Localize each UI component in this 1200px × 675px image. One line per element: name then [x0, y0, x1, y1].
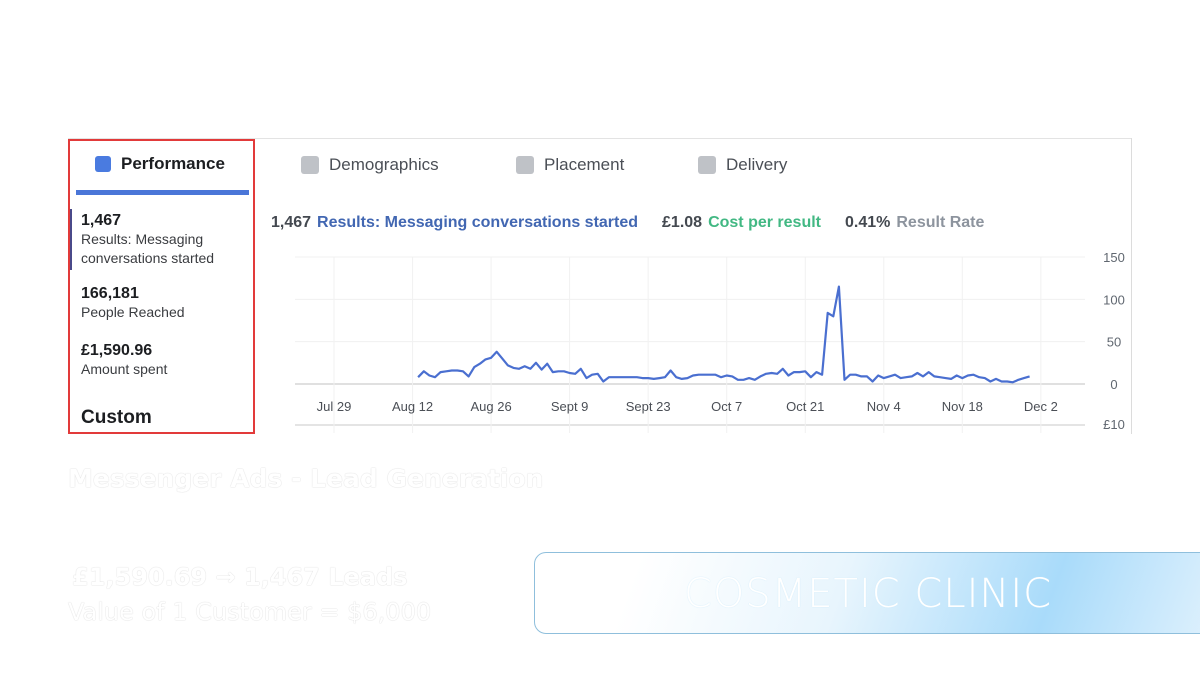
clinic-banner: COSMETIC CLINIC	[534, 552, 1200, 634]
y-tick-label: 100	[1103, 292, 1125, 307]
spend-leads-text: £1,590.69 → 1,467 Leads	[72, 563, 408, 591]
tab-label: Delivery	[726, 155, 788, 174]
x-tick-label: Sept 9	[551, 399, 589, 414]
x-tick-label: Dec 2	[1024, 399, 1058, 414]
x-tick-label: Jul 29	[317, 399, 352, 414]
metric-results[interactable]: 1,467 Results: Messaging conversations s…	[81, 212, 214, 268]
highlight-box	[68, 139, 255, 434]
card-border	[68, 138, 1132, 139]
active-tab-indicator	[76, 190, 249, 195]
metric-label: Amount spent	[81, 361, 168, 377]
placement-icon	[516, 156, 534, 174]
results-series-line	[417, 285, 1030, 384]
tab-label: Placement	[544, 155, 625, 174]
custom-heading[interactable]: Custom	[81, 407, 152, 428]
metric-label: Results: Messaging	[81, 231, 204, 247]
x-tick-label: Nov 18	[942, 399, 983, 414]
bar-chart-icon	[95, 156, 111, 172]
metric-label: conversations started	[81, 250, 215, 266]
metric-label: People Reached	[81, 304, 185, 320]
metric-value: 1,467	[81, 212, 122, 229]
tab-label: Demographics	[329, 155, 439, 174]
metric-spent[interactable]: £1,590.96 Amount spent	[81, 342, 167, 379]
slide-title: Messenger Ads - Lead Generation	[68, 464, 544, 493]
line-chart-icon	[698, 156, 716, 174]
y-tick-label: 150	[1103, 250, 1125, 265]
y-tick-label: 50	[1107, 335, 1121, 350]
x-tick-label: Sept 23	[626, 399, 671, 414]
metric-value: £1,590.96	[81, 342, 153, 359]
tab-delivery[interactable]: Delivery	[698, 155, 787, 175]
cost-value: £1.08	[662, 214, 703, 231]
customer-value-text: Value of 1 Customer = $6,000	[68, 598, 432, 626]
cost-label: Cost per result	[708, 214, 821, 231]
x-tick-label: Nov 4	[867, 399, 901, 414]
x-tick-label: Oct 7	[711, 399, 742, 414]
results-value: 1,467	[271, 214, 312, 231]
rate-value: 0.41%	[845, 214, 891, 231]
rate-label: Result Rate	[896, 214, 985, 231]
people-icon	[301, 156, 319, 174]
x-tick-label: Aug 26	[470, 399, 511, 414]
tab-label: Performance	[121, 154, 225, 173]
x-tick-label: Oct 21	[786, 399, 824, 414]
clinic-label: COSMETIC CLINIC	[683, 571, 1053, 617]
secondary-tick-label: £10	[1103, 417, 1125, 432]
chart-summary: 1,467 Results: Messaging conversations st…	[271, 214, 990, 232]
tab-placement[interactable]: Placement	[516, 155, 624, 175]
results-label: Results: Messaging conversations started	[317, 214, 639, 231]
card-border	[1131, 138, 1132, 434]
selected-metric-indicator	[70, 209, 72, 270]
tab-performance[interactable]: Performance	[95, 154, 225, 174]
tab-demographics[interactable]: Demographics	[301, 155, 439, 175]
metric-reach[interactable]: 166,181 People Reached	[81, 285, 185, 322]
metric-value: 166,181	[81, 285, 139, 302]
x-tick-label: Aug 12	[392, 399, 433, 414]
y-tick-label: 0	[1110, 377, 1117, 392]
